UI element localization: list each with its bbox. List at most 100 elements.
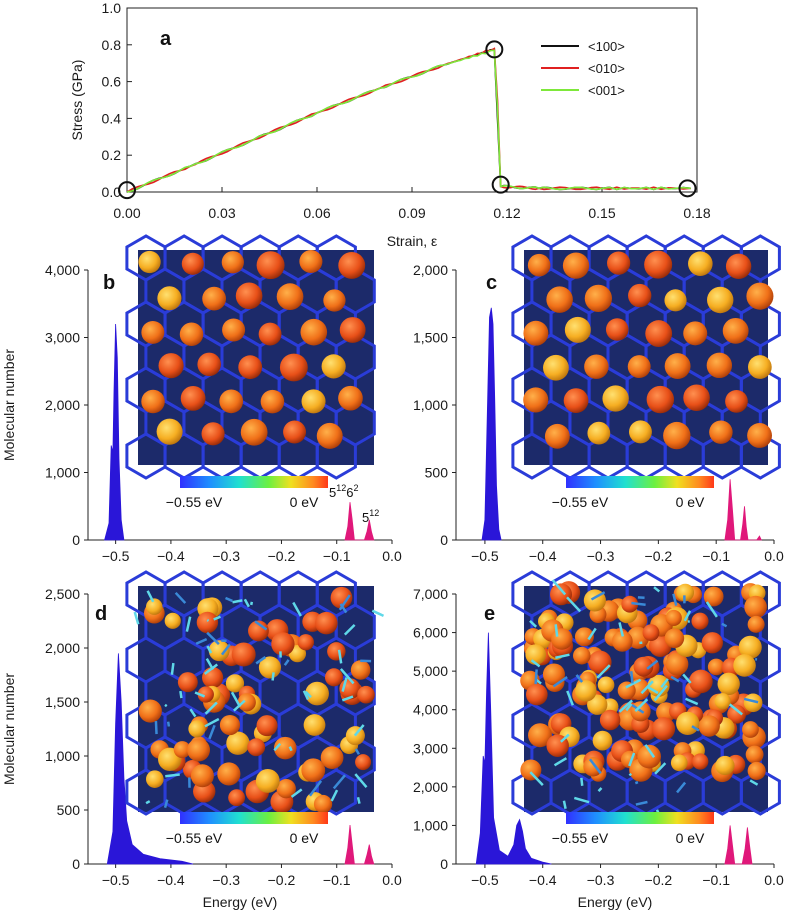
guest-molecule (633, 656, 654, 677)
panel-b: 0 1,000 2,000 3,000 4,000 −0.5 −0.4 −0.3 −0.2 −0.… (1, 234, 402, 564)
guest-molecule (256, 251, 285, 280)
guest-molecule (222, 318, 246, 342)
y-tick-label: 2,000 (45, 397, 80, 413)
guest-molecule (665, 652, 689, 676)
guest-molecules (138, 586, 375, 814)
guest-molecule (157, 286, 182, 311)
x-tick-label: 0.15 (588, 205, 615, 221)
guest-molecule (703, 586, 724, 607)
y-tick-label: 2,000 (45, 640, 80, 656)
y-tick-label: 2,000 (413, 779, 448, 795)
broken-cage-segment (145, 800, 151, 805)
guest-molecule (742, 721, 759, 738)
x-tick-label: −0.4 (529, 548, 557, 564)
guest-molecule (683, 384, 710, 412)
peak-pink (724, 825, 753, 865)
guest-molecule (597, 676, 615, 694)
guest-molecule (588, 650, 612, 674)
marker-circle (118, 181, 136, 200)
broken-cage-segment (562, 800, 567, 809)
guest-molecule (523, 387, 549, 413)
y-tick-label: 0.4 (102, 110, 122, 126)
series-line-2 (126, 49, 691, 193)
broken-cage-segment (230, 691, 242, 708)
broken-cage-segment (645, 685, 659, 695)
colorbar-min-label: −0.55 eV (166, 830, 223, 846)
guest-molecule (208, 640, 230, 662)
guest-molecule (158, 353, 184, 379)
x-tick-label: −0.5 (471, 872, 499, 888)
y-tick-label: 0 (440, 532, 448, 548)
x-tick-label: −0.1 (702, 548, 730, 564)
guest-molecule (683, 321, 708, 346)
guest-molecule (627, 355, 651, 379)
guest-molecule (226, 731, 250, 755)
broken-cage-segment (243, 598, 250, 608)
guest-molecule (217, 762, 241, 786)
broken-cage-segment (644, 744, 656, 758)
guest-molecule (645, 320, 673, 347)
guest-molecule (584, 284, 613, 313)
broken-cage-segment (672, 593, 678, 606)
guest-molecule (663, 421, 691, 450)
guest-molecule (747, 423, 772, 448)
guest-molecule (562, 252, 590, 279)
guest-molecule (715, 755, 735, 776)
broken-cage-segment (721, 622, 728, 628)
broken-cage-segment (232, 599, 243, 604)
guest-molecule (698, 715, 720, 737)
x-tick-label: 0.18 (683, 205, 710, 221)
guest-molecule (323, 289, 346, 312)
broken-cage-segment (166, 721, 171, 727)
guest-molecule (225, 674, 245, 693)
broken-cage-segment (588, 758, 602, 775)
colorbar-min-label: −0.55 eV (552, 830, 609, 846)
broken-cage-segment (653, 586, 661, 593)
guest-molecule (138, 250, 161, 274)
broken-cage-segment (553, 757, 568, 767)
y-tick-label: 6,000 (413, 625, 448, 641)
x-tick-label: −0.3 (212, 872, 240, 888)
guest-molecule (745, 745, 764, 764)
broken-cage-segment (555, 653, 570, 659)
guest-molecule (180, 385, 206, 411)
colorbar (566, 476, 714, 488)
panel-label-e: e (484, 603, 495, 625)
guest-molecule (146, 598, 163, 615)
x-tick-label: 0.0 (382, 872, 402, 888)
broken-cage-segment (174, 591, 187, 604)
broken-cage-segment (534, 669, 538, 685)
guest-molecule (197, 352, 221, 377)
broken-cage-segment (354, 773, 368, 789)
broken-cage-segment (353, 724, 365, 737)
guest-molecule (173, 741, 191, 759)
guest-molecule (747, 761, 766, 780)
legend-label: <010> (588, 61, 625, 76)
broken-cage-segment (337, 649, 343, 664)
guest-molecule (300, 318, 328, 346)
colorbar-max-label: 0 eV (676, 494, 705, 510)
guest-molecule (273, 736, 297, 760)
broken-cage-segment (631, 601, 646, 606)
guest-molecule (746, 282, 774, 310)
guest-molecule (738, 635, 762, 659)
panel-label-d: d (95, 603, 107, 625)
x-tick-label: −0.4 (529, 872, 557, 888)
guest-molecule (235, 282, 263, 310)
broken-cage-segment (154, 721, 158, 735)
broken-cage-segment (206, 618, 210, 622)
colorbar-max-label: 0 eV (676, 830, 705, 846)
guest-molecule (305, 681, 329, 706)
broken-cage-segment (653, 684, 668, 702)
broken-cage-segment (189, 708, 197, 718)
broken-cage-segment (573, 796, 590, 804)
guest-molecule (542, 663, 565, 686)
broken-cage-segment (683, 610, 692, 622)
broken-cage-segment (356, 796, 361, 804)
broken-cage-segment (634, 698, 649, 712)
x-tick-label: −0.1 (323, 548, 351, 564)
guest-molecule (587, 421, 611, 445)
broken-cages (529, 579, 759, 821)
broken-cage-segment (208, 724, 216, 740)
